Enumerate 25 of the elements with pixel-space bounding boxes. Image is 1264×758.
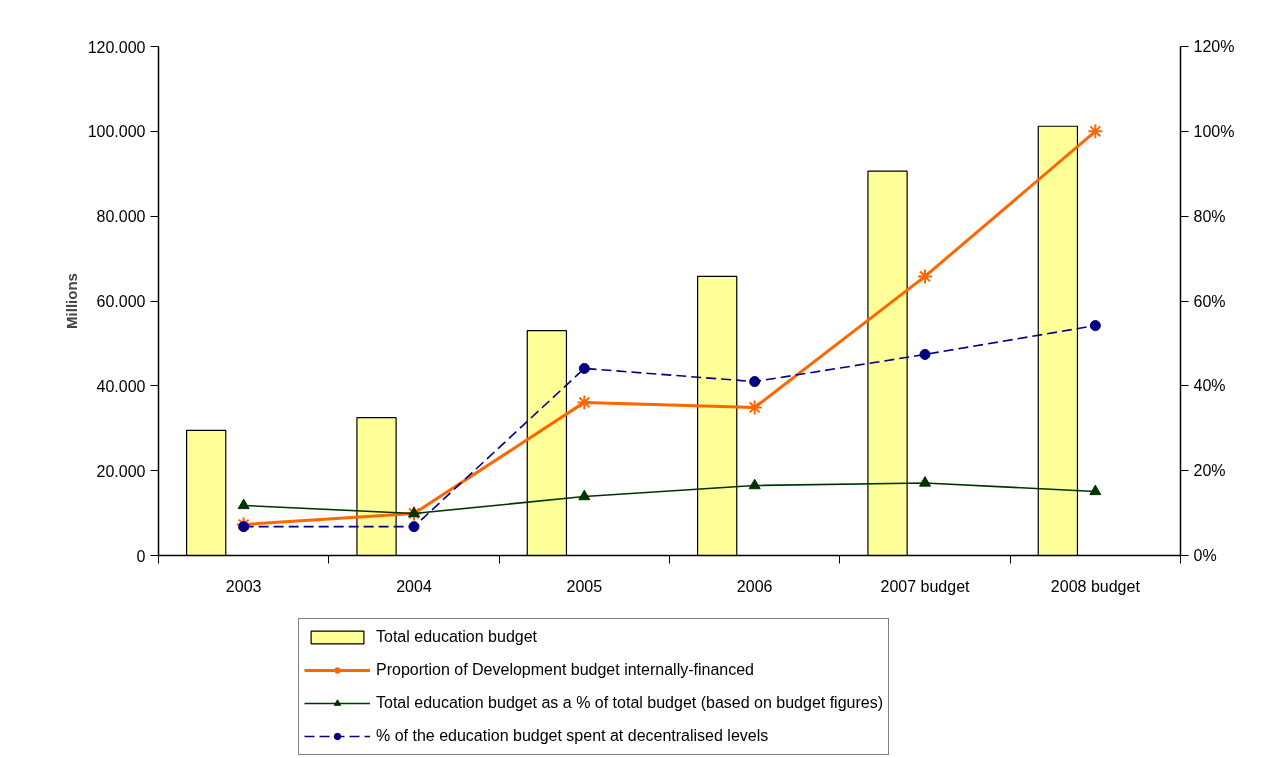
y-tick-label: 20.000 <box>96 462 146 480</box>
y2-tick-label: 120% <box>1193 38 1235 55</box>
y2-tick-label: 60% <box>1193 292 1226 310</box>
y-axis-title: Millions <box>62 273 80 329</box>
x-tick-label: 2007 budget <box>880 577 971 595</box>
y-tick-label: 60.000 <box>96 293 146 310</box>
y-tick-label: 100.000 <box>87 123 146 141</box>
y2-tick-label: 100% <box>1193 122 1235 140</box>
y2-tick-label: 0% <box>1193 547 1217 564</box>
y2-tick-label: 80% <box>1193 207 1226 225</box>
y2-tick-label: 20% <box>1193 462 1226 480</box>
x-tick-label: 2008 budget <box>1050 577 1141 595</box>
y-tick-label: 120.000 <box>87 38 146 56</box>
x-tick-label: 2006 <box>736 577 773 595</box>
x-tick-label: 2005 <box>566 577 603 595</box>
y-tick-label: 80.000 <box>96 208 146 226</box>
y-tick-label: 40.000 <box>96 377 146 395</box>
legend-label: % of the education budget spent at decentralised levels <box>376 726 769 746</box>
y2-tick-label: 40% <box>1193 377 1226 395</box>
legend-label: Proportion of Development budget internally-financed <box>376 660 755 680</box>
x-tick-label: 2004 <box>396 577 432 595</box>
legend-label: Total education budget <box>376 627 538 647</box>
legend-label: Total education budget as a % of total budget (based on budget figures) <box>376 693 884 713</box>
y-tick-label: 0 <box>136 547 146 565</box>
x-tick-label: 2003 <box>225 577 262 595</box>
